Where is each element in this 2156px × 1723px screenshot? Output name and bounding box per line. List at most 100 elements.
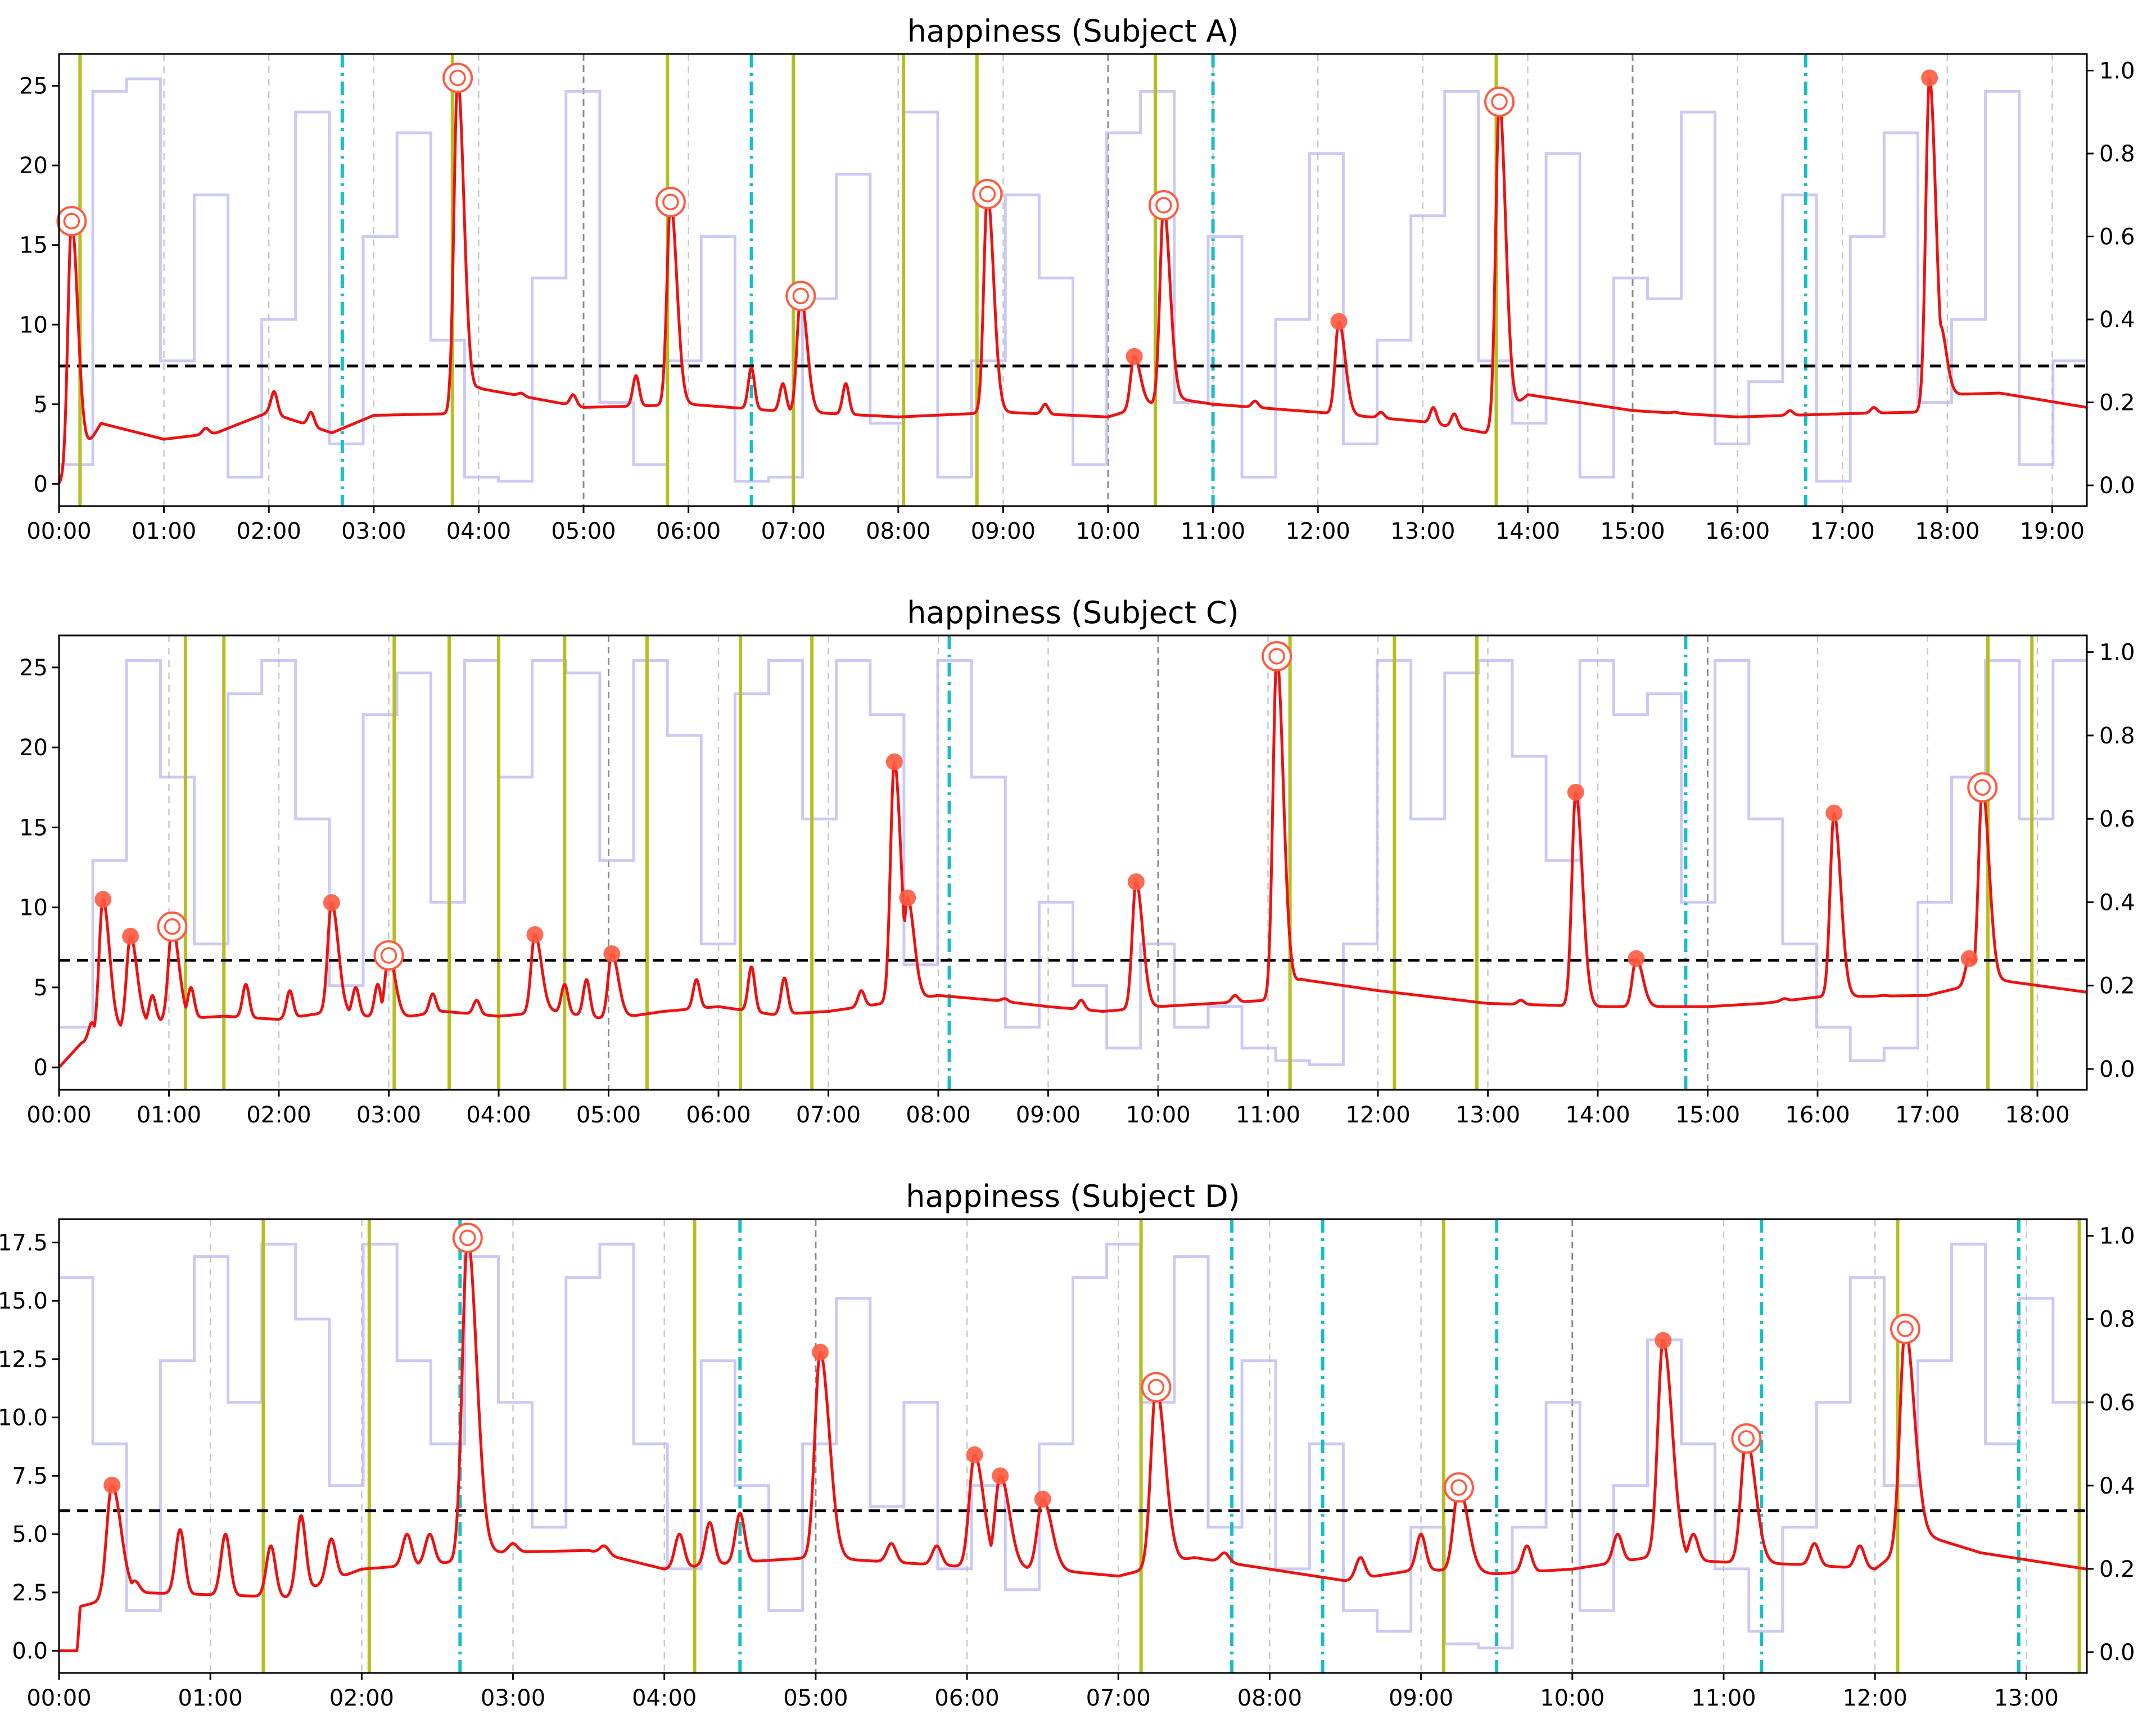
peak-ring-outer: [972, 179, 1003, 210]
x-tick-label: 00:00: [26, 1102, 91, 1128]
peak-dot: [1655, 1332, 1672, 1349]
y2-tick-label: 0.6: [2099, 806, 2135, 832]
x-tick-label: 11:00: [1181, 518, 1245, 544]
peak-dot: [526, 926, 544, 944]
chart-title: happiness (Subject A): [907, 13, 1239, 49]
x-tick-label: 10:00: [1075, 518, 1140, 544]
y2-tick-label: 0.0: [2099, 473, 2135, 499]
peak-ring-inner: [1450, 1479, 1467, 1496]
x-tick-label: 03:00: [356, 1102, 421, 1128]
peak-ring-inner: [1491, 93, 1508, 110]
peak-ring-outer: [1148, 190, 1179, 220]
plot-frame: [58, 634, 2088, 1091]
x-tick-label: 16:00: [1705, 518, 1770, 544]
peak-dot: [323, 894, 340, 912]
peak-ring-outer: [785, 281, 816, 312]
x-tick-label: 02:00: [329, 1685, 394, 1711]
y-tick-label: 10: [19, 895, 48, 921]
secondary-signal-line: [59, 77, 2087, 483]
x-tick-label: 15:00: [1675, 1102, 1740, 1128]
x-tick-label: 00:00: [26, 518, 91, 544]
x-tick-label: 17:00: [1895, 1102, 1960, 1128]
y-tick-label: 25: [19, 74, 48, 100]
x-tick-label: 05:00: [576, 1102, 641, 1128]
peak-dot: [992, 1467, 1009, 1485]
peak-ring-inner: [662, 193, 679, 211]
x-tick-label: 07:00: [1086, 1685, 1151, 1711]
x-tick-label: 10:00: [1126, 1102, 1190, 1128]
y2-tick-label: 0.6: [2099, 224, 2135, 250]
peak-dot: [1921, 69, 1938, 87]
x-tick-label: 11:00: [1691, 1685, 1756, 1711]
x-tick-label: 05:00: [783, 1685, 848, 1711]
peak-ring-outer: [1484, 86, 1515, 117]
x-tick-label: 13:00: [1456, 1102, 1520, 1128]
x-tick-label: 07:00: [761, 518, 826, 544]
peak-ring-outer: [1443, 1472, 1474, 1503]
happiness-line: [58, 655, 2087, 1068]
x-tick-label: 12:00: [1345, 1102, 1410, 1128]
y-tick-label: 15: [19, 815, 48, 841]
peak-ring-inner: [449, 69, 466, 87]
y-tick-label: 5: [34, 392, 48, 418]
y-tick-label: 2.5: [12, 1580, 48, 1606]
x-tick-label: 11:00: [1236, 1102, 1300, 1128]
peak-dot: [1567, 783, 1584, 801]
peak-ring-inner: [1974, 779, 1991, 796]
peak-ring-inner: [792, 287, 810, 305]
peak-dot: [885, 753, 903, 770]
x-tick-label: 18:00: [1915, 518, 1979, 544]
y2-tick-label: 0.8: [2099, 1307, 2135, 1333]
peak-ring-inner: [1147, 1378, 1165, 1396]
y2-tick-label: 0.2: [2099, 1557, 2135, 1582]
x-tick-label: 03:00: [341, 518, 406, 544]
x-tick-label: 06:00: [934, 1685, 999, 1711]
y2-tick-label: 0.0: [2099, 1057, 2135, 1082]
peak-ring-outer: [452, 1223, 483, 1253]
peak-ring-inner: [164, 918, 181, 935]
peak-ring-outer: [442, 62, 473, 93]
x-tick-label: 06:00: [686, 1102, 751, 1128]
peak-ring-inner: [1897, 1320, 1914, 1337]
x-tick-label: 07:00: [796, 1102, 861, 1128]
x-tick-label: 02:00: [237, 518, 301, 544]
secondary-signal-line: [59, 659, 2087, 1066]
x-tick-label: 08:00: [906, 1102, 970, 1128]
x-tick-label: 04:00: [632, 1685, 697, 1711]
y-tick-label: 15.0: [0, 1288, 48, 1314]
peak-dot: [966, 1446, 983, 1464]
x-tick-label: 09:00: [1016, 1102, 1081, 1128]
x-tick-label: 12:00: [1286, 518, 1350, 544]
y2-tick-label: 0.4: [2099, 890, 2135, 915]
x-tick-label: 01:00: [178, 1685, 243, 1711]
y2-tick-label: 0.6: [2099, 1390, 2135, 1416]
peak-ring-outer: [157, 911, 188, 942]
secondary-signal-line: [59, 1242, 2087, 1650]
y2-tick-label: 0.4: [2099, 1473, 2135, 1499]
y2-tick-label: 1.0: [2099, 640, 2135, 666]
x-tick-label: 10:00: [1540, 1685, 1604, 1711]
peak-dot: [1127, 873, 1145, 891]
peak-ring-inner: [459, 1229, 476, 1246]
happiness-line: [57, 76, 2087, 484]
y-tick-label: 20: [19, 153, 48, 179]
x-tick-label: 05:00: [551, 518, 616, 544]
y-tick-label: 17.5: [0, 1230, 48, 1256]
panel-subject-c: happiness (Subject C) 0 5 10 15 20 25 0.0 0.2 0.4…: [19, 595, 2135, 1128]
plot-frame: [58, 53, 2088, 507]
peak-dot: [1825, 804, 1843, 822]
x-tick-label: 08:00: [1237, 1685, 1302, 1711]
peak-ring-inner: [979, 186, 996, 202]
y-tick-label: 10.0: [0, 1405, 48, 1431]
x-tick-label: 14:00: [1565, 1102, 1630, 1128]
x-tick-label: 04:00: [446, 518, 511, 544]
y-tick-label: 7.5: [12, 1463, 48, 1489]
y-tick-label: 20: [19, 735, 48, 761]
y2-tick-label: 0.2: [2099, 973, 2135, 999]
peak-ring-outer: [1141, 1372, 1172, 1402]
peak-dot: [899, 889, 916, 906]
peak-ring-outer: [1262, 641, 1292, 671]
y2-tick-label: 0.8: [2099, 141, 2135, 167]
y2-tick-label: 0.0: [2099, 1640, 2135, 1666]
